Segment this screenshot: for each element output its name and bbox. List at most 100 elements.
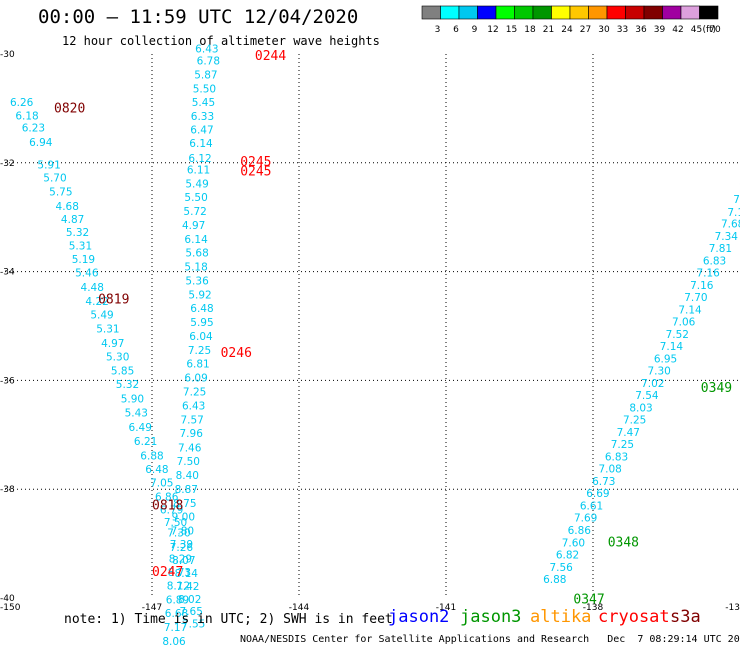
wave-height-point: 7.05 — [150, 478, 173, 490]
pass-time-label: 0246 — [221, 346, 252, 361]
wave-height-point: 6.23 — [22, 122, 45, 134]
credit-line: NOAA/NESDIS Center for Satellite Applica… — [240, 634, 740, 645]
y-tick-label: -32 — [0, 159, 15, 169]
wave-height-point: 7.50 — [177, 456, 200, 468]
wave-height-point: 6.82 — [556, 549, 579, 561]
wave-height-point: 7.02 — [641, 378, 664, 390]
wave-height-point: 5.30 — [106, 351, 129, 363]
x-tick-label: -150 — [0, 603, 21, 613]
wave-height-point: 8.29 — [169, 553, 192, 565]
wave-height-point: 7.68 — [721, 219, 740, 231]
wave-height-point: 5.19 — [72, 254, 95, 266]
wave-height-point: 8.07 — [172, 555, 195, 567]
wave-height-point: 7.16 — [690, 280, 714, 292]
wave-height-point: 6.69 — [586, 488, 609, 500]
wave-height-point: 7.54 — [635, 390, 659, 402]
satellite-legend-s3a: s3a — [670, 607, 701, 627]
pass-time-label: 0245 — [240, 155, 271, 170]
wave-height-point: 7.57 — [180, 415, 203, 427]
wave-height-point: 5.43 — [125, 407, 148, 419]
wave-height-point: 6.11 — [187, 164, 210, 176]
wave-height-point: 8.03 — [629, 403, 652, 415]
colorbar-swatch — [699, 5, 719, 20]
x-tick-label: -13 — [725, 603, 740, 613]
wave-height-point: 5.31 — [96, 324, 119, 336]
colorbar-tick-label: 18 — [524, 25, 536, 35]
wave-height-point: 6.78 — [197, 56, 220, 68]
x-tick-label: -147 — [142, 603, 162, 613]
wave-height-point: 6.94 — [29, 137, 53, 149]
y-tick-label: -38 — [0, 485, 15, 495]
chart-subtitle: 12 hour collection of altimeter wave hei… — [62, 34, 380, 48]
colorbar-tick-label: 42 — [672, 25, 683, 35]
wave-height-point: 5.50 — [184, 192, 207, 204]
colorbar-tick-label: 33 — [617, 25, 628, 35]
wave-height-point: 6.83 — [703, 256, 726, 268]
wave-height-point: 4.97 — [182, 220, 205, 232]
x-tick-label: -141 — [436, 603, 456, 613]
wave-height-point: 5.49 — [185, 178, 208, 190]
wave-height-point: 8.40 — [176, 470, 199, 482]
wave-height-point: 6.95 — [654, 354, 677, 366]
wave-height-point: 6.73 — [592, 476, 615, 488]
pass-time-label: 0347 — [573, 593, 604, 608]
wave-height-point: 6.04 — [189, 331, 213, 343]
wave-height-point: 5.49 — [90, 310, 113, 322]
pass-time-label: 0819 — [98, 292, 129, 307]
wave-height-point: 5.36 — [185, 275, 209, 287]
y-tick-label: -40 — [0, 594, 15, 604]
wave-height-point: 6.48 — [145, 464, 168, 476]
wave-height-point: 4.22 — [85, 296, 108, 308]
colorbar-tick-label: 21 — [543, 25, 554, 35]
wave-height-point: 5.91 — [37, 159, 60, 171]
wave-height-point: 6.09 — [184, 373, 207, 385]
wave-height-point: 6.86 — [155, 491, 179, 503]
wave-height-point: 7.25 — [183, 386, 206, 398]
colorbar-tick-label: 30 — [598, 25, 610, 35]
colorbar-tick-label: 12 — [487, 25, 498, 35]
colorbar-tick-label: 36 — [635, 25, 647, 35]
wave-height-point: 7.42 — [176, 581, 199, 593]
pass-time-label: 0245 — [240, 164, 271, 179]
wave-height-point: 6.83 — [605, 452, 628, 464]
chart-title: 00:00 — 11:59 UTC 12/04/2020 — [38, 6, 359, 28]
wave-height-point: 7.10 — [727, 207, 740, 219]
wave-height-point: 7.60 — [562, 538, 585, 550]
wave-height-point: 7.25 — [611, 439, 634, 451]
wave-height-point: 6.47 — [190, 125, 213, 137]
x-tick-label: -144 — [289, 603, 310, 613]
wave-height-point: 6.26 — [10, 97, 34, 109]
wave-height-point: 7.25 — [623, 415, 646, 427]
satellite-legend-jason2: jason2 — [388, 607, 450, 627]
wave-height-point: 7.01 — [733, 194, 740, 206]
wave-height-point: 6.49 — [129, 422, 152, 434]
wave-height-point: 8.06 — [162, 636, 186, 648]
wave-height-point: 7.14 — [660, 341, 684, 353]
wave-height-point: 5.46 — [75, 268, 99, 280]
wave-height-point: 6.61 — [580, 501, 603, 513]
wave-height-point: 6.18 — [15, 110, 38, 122]
wave-height-point: 4.68 — [56, 201, 79, 213]
wave-height-point: 7.56 — [549, 562, 573, 574]
wave-height-point: 7.81 — [709, 243, 732, 255]
pass-time-label: 0820 — [54, 101, 85, 116]
wave-height-point: 6.79 — [160, 504, 183, 516]
units-note: note: 1) Time is in UTC; 2) SWH is in fe… — [64, 612, 393, 627]
wave-height-point: 5.72 — [183, 206, 206, 218]
wave-height-point: 7.47 — [617, 427, 640, 439]
wave-height-point: 5.92 — [188, 289, 211, 301]
wave-height-point: 8.73 — [168, 567, 191, 579]
wave-height-point: 7.25 — [188, 345, 211, 357]
wave-height-point: 7.26 — [170, 542, 194, 554]
wave-height-point: 7.70 — [684, 292, 707, 304]
wave-height-point: 7.30 — [647, 366, 670, 378]
wave-height-point: 7.06 — [672, 317, 696, 329]
wave-height-point: 6.89 — [166, 595, 189, 607]
wave-height-point: 6.88 — [543, 574, 566, 586]
colorbar-tick-label: 24 — [561, 25, 573, 35]
wave-height-point: 5.85 — [111, 366, 134, 378]
y-tick-label: -36 — [0, 376, 15, 386]
wave-height-point: 4.87 — [61, 214, 84, 226]
pass-time-label: 0349 — [701, 381, 732, 396]
